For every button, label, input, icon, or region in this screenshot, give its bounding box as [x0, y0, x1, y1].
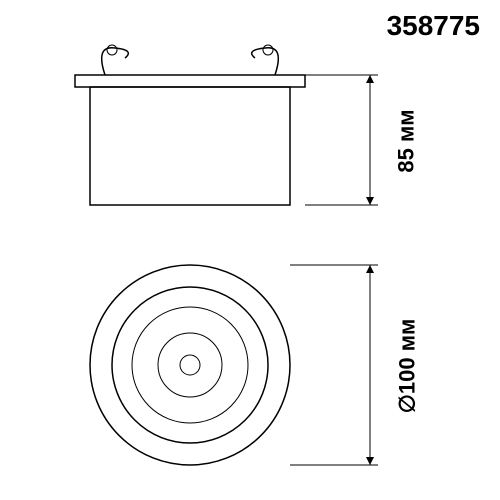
dim-arrow: [366, 457, 374, 465]
clip-ring-right: [263, 45, 273, 55]
sku-number: 358775: [387, 10, 480, 42]
ring-2: [112, 287, 268, 443]
dim-arrow: [366, 75, 374, 83]
dimension-diameter: [290, 265, 378, 465]
center-circle: [180, 355, 200, 375]
ring-4: [158, 333, 222, 397]
clip-ring-left: [107, 45, 117, 55]
side-view: [75, 45, 305, 205]
side-lip: [75, 75, 305, 87]
height-label: 85 мм: [394, 109, 420, 172]
diameter-label: ∅100 мм: [394, 319, 420, 414]
outer-circle: [90, 265, 290, 465]
drawing-svg: [0, 0, 500, 500]
bottom-view: [90, 265, 290, 465]
technical-drawing: 358775: [0, 0, 500, 500]
dim-arrow: [366, 265, 374, 273]
clip-right: [252, 48, 279, 75]
dimension-height: [305, 75, 378, 205]
side-body: [90, 87, 290, 205]
clip-left: [102, 48, 129, 75]
dim-arrow: [366, 197, 374, 205]
ring-3: [132, 307, 248, 423]
